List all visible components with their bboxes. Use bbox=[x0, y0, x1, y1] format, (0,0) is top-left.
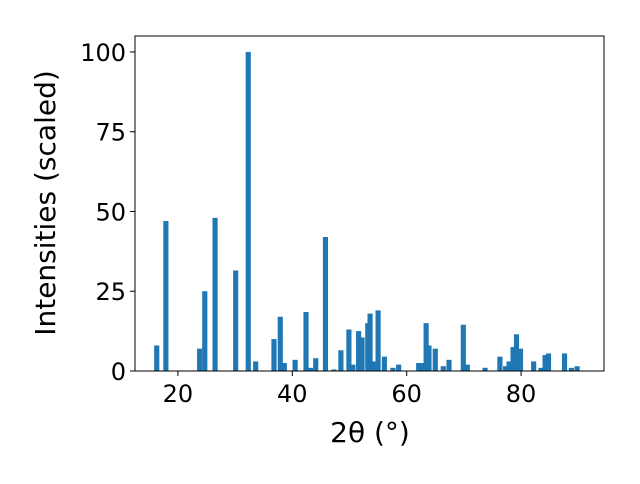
bar bbox=[440, 366, 446, 371]
bar bbox=[308, 367, 314, 371]
x-tick-label: 20 bbox=[163, 380, 194, 408]
y-tick-label: 75 bbox=[95, 119, 126, 147]
bar bbox=[375, 310, 381, 371]
bar bbox=[277, 316, 283, 371]
bar bbox=[503, 366, 509, 371]
bar bbox=[356, 331, 362, 371]
bar bbox=[497, 356, 503, 371]
y-tick-label: 0 bbox=[111, 358, 126, 386]
bar bbox=[432, 348, 438, 371]
bar bbox=[423, 323, 429, 371]
x-axis-label: 2θ (°) bbox=[330, 416, 410, 449]
bar bbox=[359, 337, 365, 371]
bar bbox=[197, 348, 203, 371]
x-tick-label: 60 bbox=[391, 380, 422, 408]
bar bbox=[331, 369, 337, 371]
y-axis-label: Intensities (scaled) bbox=[29, 70, 62, 336]
y-tick-label: 50 bbox=[95, 198, 126, 226]
bar bbox=[506, 361, 512, 371]
bar bbox=[233, 270, 239, 371]
bar bbox=[426, 345, 432, 371]
bar bbox=[212, 217, 218, 371]
bar bbox=[322, 237, 329, 371]
x-tick-label: 80 bbox=[506, 380, 537, 408]
bar bbox=[202, 291, 208, 371]
y-axis: 0 25 50 75 100 bbox=[80, 39, 135, 386]
bar bbox=[390, 367, 396, 371]
bar-series bbox=[154, 51, 580, 371]
bar bbox=[253, 361, 259, 371]
bar bbox=[513, 334, 520, 371]
bar bbox=[396, 364, 402, 371]
bar bbox=[482, 367, 488, 371]
plot-frame bbox=[134, 35, 605, 372]
bar bbox=[561, 353, 568, 371]
bar bbox=[545, 353, 552, 371]
bar bbox=[370, 361, 376, 371]
bar bbox=[568, 367, 574, 371]
bar bbox=[163, 221, 169, 371]
bar bbox=[419, 363, 425, 371]
bar bbox=[271, 339, 277, 371]
y-tick-label: 100 bbox=[80, 39, 126, 67]
bar bbox=[460, 324, 466, 371]
bar bbox=[510, 347, 516, 371]
bar bbox=[346, 329, 352, 371]
bar bbox=[313, 358, 319, 371]
x-tick-label: 40 bbox=[277, 380, 308, 408]
bar bbox=[367, 313, 373, 371]
bar bbox=[154, 345, 160, 371]
bar bbox=[381, 356, 387, 371]
y-tick-label: 25 bbox=[95, 278, 126, 306]
bar bbox=[517, 348, 524, 371]
bar bbox=[574, 366, 580, 371]
bar bbox=[350, 364, 356, 371]
bar bbox=[303, 311, 309, 371]
bar bbox=[292, 359, 298, 371]
bar bbox=[531, 361, 537, 371]
x-axis: 20 40 60 80 bbox=[163, 371, 537, 408]
bar bbox=[538, 367, 544, 371]
bar bbox=[464, 364, 470, 371]
bar bbox=[416, 363, 422, 371]
bar bbox=[281, 363, 287, 371]
bar bbox=[245, 51, 251, 371]
bar bbox=[338, 350, 344, 371]
bar bbox=[542, 355, 548, 371]
bar bbox=[446, 359, 452, 371]
